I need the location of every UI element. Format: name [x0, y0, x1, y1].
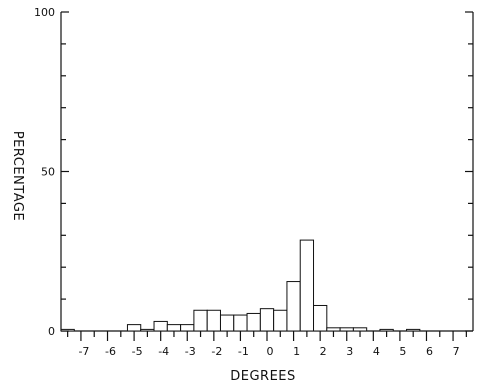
- x-tick-label: -5: [132, 345, 143, 358]
- x-tick-label: -4: [158, 345, 169, 358]
- x-tick-label: -6: [105, 345, 116, 358]
- histogram-bar: [153, 320, 168, 332]
- x-tick-label: 2: [320, 345, 327, 358]
- histogram-bar: [299, 239, 315, 332]
- x-axis-label: DEGREES: [230, 369, 296, 384]
- histogram-bar: [352, 327, 368, 332]
- axes: [60, 12, 474, 332]
- histogram-bar: [379, 328, 394, 332]
- histogram-bar: [406, 328, 421, 332]
- x-tick-label: -1: [238, 345, 249, 358]
- x-tick-label: 0: [267, 345, 274, 358]
- y-axis-label: PERCENTAGE: [10, 131, 25, 221]
- histogram-bar: [246, 312, 261, 332]
- histogram-bar: [126, 324, 142, 332]
- x-tick-label: 5: [399, 345, 406, 358]
- x-tick-label: -2: [211, 345, 222, 358]
- histogram-bar: [286, 281, 301, 332]
- tick-labels: 0 50 100 -7 -6 -5 -4 -3 -2 -1 0 1 2 3 4 5 6 7: [34, 6, 460, 358]
- ticks: [61, 11, 473, 341]
- x-tick-label: -7: [78, 345, 89, 358]
- histogram-bar: [259, 308, 275, 332]
- histogram-bar: [339, 327, 354, 332]
- histogram-bar: [273, 309, 288, 332]
- histogram-bar: [180, 324, 195, 332]
- x-tick-label: 1: [293, 345, 300, 358]
- x-tick-label: 7: [453, 345, 460, 358]
- y-tick-label: 50: [41, 166, 55, 179]
- x-tick-label: -3: [185, 345, 196, 358]
- y-tick-label: 100: [34, 6, 55, 19]
- y-tick-label: 0: [48, 325, 55, 338]
- bars: [60, 239, 421, 332]
- x-tick-label: 4: [373, 345, 380, 358]
- histogram-bar: [166, 324, 182, 332]
- histogram-bar: [193, 309, 208, 332]
- histogram-bar: [313, 304, 328, 332]
- histogram-bar: [219, 314, 235, 332]
- x-tick-label: 6: [426, 345, 433, 358]
- histogram-bar: [233, 314, 248, 332]
- histogram-bar: [326, 327, 341, 332]
- histogram-bar: [206, 309, 221, 332]
- histogram-bar: [140, 328, 155, 332]
- x-tick-label: 3: [346, 345, 353, 358]
